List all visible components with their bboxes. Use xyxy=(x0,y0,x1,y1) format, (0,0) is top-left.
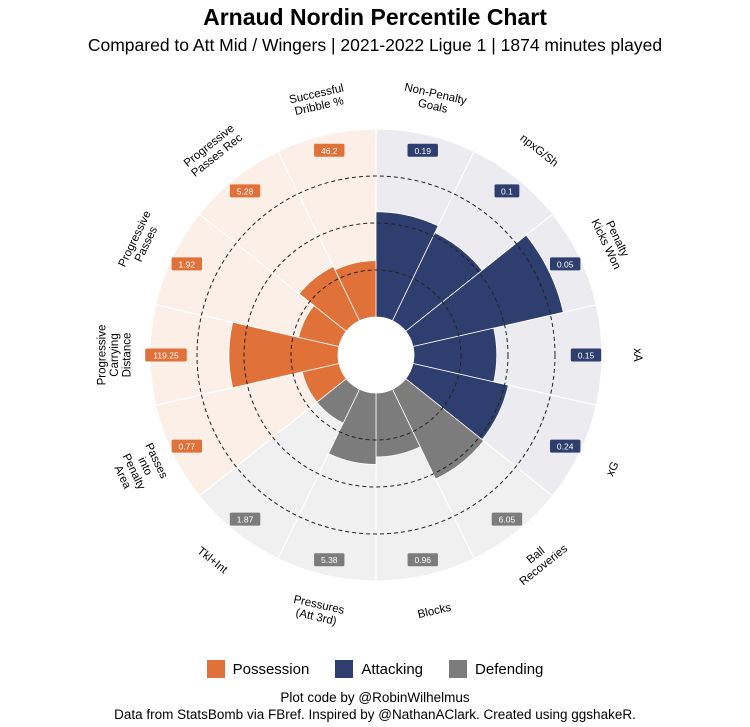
metric-label-pressures-att-3rd: Pressures(Att 3rd) xyxy=(290,594,346,629)
legend-label-attacking: Attacking xyxy=(361,660,424,678)
value-label-box-penalty-kicks-won xyxy=(550,257,581,271)
legend-swatch-attacking xyxy=(335,660,354,678)
value-label-progressive-passes: 1.92 xyxy=(179,259,196,269)
legend-item-attacking: Attacking xyxy=(335,660,423,678)
value-label-progressive-passes-rec: 5.28 xyxy=(237,186,254,196)
value-label-xg: 0.24 xyxy=(557,442,574,452)
chart-title: Arnaud Nordin Percentile Chart xyxy=(203,4,547,30)
legend-label-possession: Possession xyxy=(232,660,310,678)
value-label-progressive-carrying-distance: 119.25 xyxy=(153,351,179,361)
value-label-xa: 0.15 xyxy=(578,351,595,361)
metric-label-line: Carrying xyxy=(109,333,121,376)
value-label-npxg-sh: 0.1 xyxy=(501,186,513,196)
metric-label-xg: xG xyxy=(604,460,621,478)
metric-label-line: Recoveries xyxy=(518,543,571,588)
value-label-pressures-att-3rd: 5.38 xyxy=(321,555,338,565)
chart-legend: Possession Attacking Defending xyxy=(0,660,750,678)
value-label-box-pressures-att-3rd xyxy=(314,553,345,567)
value-label-box-xg xyxy=(550,439,581,453)
value-label-ball-recoveries: 6.05 xyxy=(499,515,516,525)
value-label-blocks: 0.96 xyxy=(414,555,431,565)
legend-item-possession: Possession xyxy=(206,660,310,678)
value-label-passes-into-penalty-area: 0.77 xyxy=(179,442,196,452)
credit-line-2: Data from StatsBomb via FBref. Inspired … xyxy=(114,707,636,722)
metric-label-line: xA xyxy=(631,348,643,362)
value-label-successful-dribble: 46.2 xyxy=(321,146,338,156)
metric-label-xa: xA xyxy=(631,348,643,362)
chart-subtitle: Compared to Att Mid / Wingers | 2021-202… xyxy=(87,35,663,55)
metric-label-progressive-passes-rec: ProgressivePasses Rec xyxy=(182,122,245,180)
value-label-non-penalty-goals: 0.19 xyxy=(414,146,431,156)
reference-ring-75 xyxy=(196,175,556,535)
metric-label-npxg-sh: npxG/Sh xyxy=(517,132,559,169)
metric-label-progressive-carrying-distance: ProgressiveCarryingDistance xyxy=(97,325,134,386)
metric-label-blocks: Blocks xyxy=(417,602,453,621)
legend-swatch-possession xyxy=(206,660,225,678)
value-label-tkl-int: 1.87 xyxy=(237,515,254,525)
metric-label-line: Blocks xyxy=(417,602,453,621)
metric-label-line: npxG/Sh xyxy=(517,132,559,169)
metric-label-passes-into-penalty-area: PassesintoPenaltyArea xyxy=(108,441,169,497)
metric-label-non-penalty-goals: Non-PenaltyGoals xyxy=(400,82,467,120)
metric-label-line: Tkl+Int xyxy=(195,545,230,577)
value-label-box-progressive-passes xyxy=(171,257,202,271)
value-label-box-progressive-carrying-distance xyxy=(145,348,187,362)
legend-swatch-defending xyxy=(449,660,468,678)
value-label-penalty-kicks-won: 0.05 xyxy=(557,259,574,269)
value-label-box-tkl-int xyxy=(229,512,261,526)
value-label-box-ball-recoveries xyxy=(491,512,523,526)
metric-label-penalty-kicks-won: PenaltyKicks Won xyxy=(588,212,634,271)
reference-ring-50 xyxy=(243,222,509,488)
value-label-box-successful-dribble xyxy=(314,143,345,157)
metric-label-successful-dribble: SuccessfulDribble % xyxy=(288,82,348,118)
bar-penalty-kicks-won xyxy=(405,234,564,348)
legend-item-defending: Defending xyxy=(449,660,543,678)
metric-label-line: Distance xyxy=(122,333,134,378)
metric-label-line: xG xyxy=(604,460,621,478)
value-label-box-non-penalty-goals xyxy=(407,143,438,157)
credit-line-1: Plot code by @RobinWilhelmus xyxy=(280,690,470,705)
center-hole xyxy=(338,317,414,393)
value-label-box-npxg-sh xyxy=(494,184,520,198)
value-label-box-xa xyxy=(570,348,602,362)
reference-ring-25 xyxy=(290,269,462,441)
value-label-box-blocks xyxy=(407,553,438,567)
value-label-box-progressive-passes-rec xyxy=(229,184,261,198)
metric-label-ball-recoveries: BallRecoveries xyxy=(510,533,570,588)
metric-label-progressive-passes: ProgressivePasses xyxy=(117,209,165,274)
metric-label-tkl-int: Tkl+Int xyxy=(195,545,230,577)
legend-label-defending: Defending xyxy=(475,660,544,678)
value-label-box-passes-into-penalty-area xyxy=(171,439,202,453)
metric-label-line: Progressive xyxy=(97,325,109,386)
